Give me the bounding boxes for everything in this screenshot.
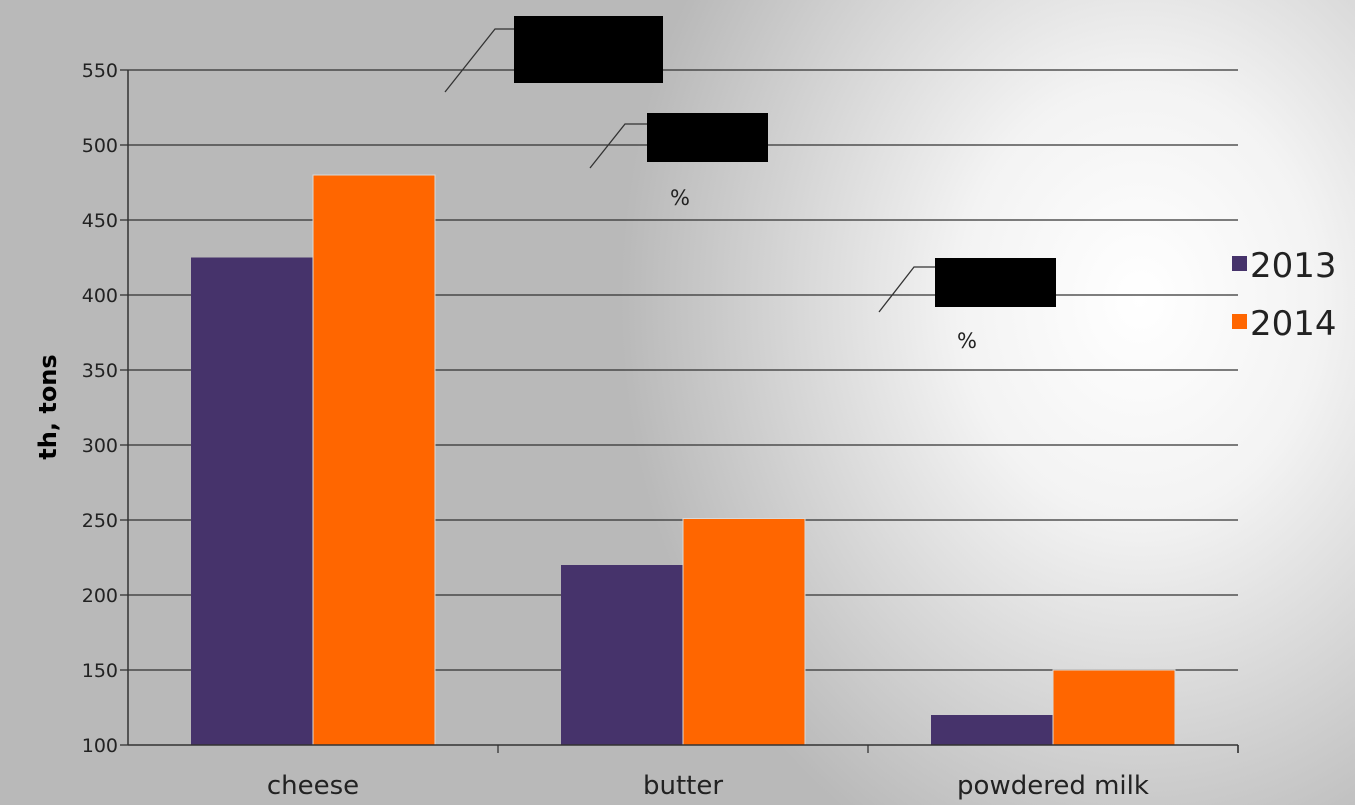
annotation-percent-label: %: [957, 329, 977, 353]
y-tick-label: 200: [82, 585, 118, 607]
legend-swatch-2013: [1232, 256, 1247, 271]
annotation-leader-line: [444, 28, 514, 93]
legend-label-2013: 2013: [1250, 246, 1337, 286]
annotation-leader-line: [589, 123, 647, 169]
annotation-redacted-box: [935, 258, 1056, 307]
annotation-redacted-box: [514, 16, 663, 83]
legend-label-2014: 2014: [1250, 304, 1337, 344]
x-category-label: butter: [643, 771, 723, 801]
bar-cheese-2014: [312, 174, 436, 746]
y-tick-label: 500: [82, 135, 118, 157]
y-tick-labels: 100 150 200 250 300 350 400 450 500 550: [82, 60, 118, 757]
bar-butter-2014: [682, 518, 806, 746]
y-tick-label: 350: [82, 360, 118, 382]
y-tick-label: 300: [82, 435, 118, 457]
x-category-labels: cheese butter powdered milk: [267, 771, 1149, 801]
annotation-leader-line: [878, 266, 935, 313]
bars: [191, 174, 1176, 746]
bar-cheese-2013: [191, 257, 313, 745]
y-tick-label: 450: [82, 210, 118, 232]
axes: [127, 70, 1239, 753]
legend: 2013 2014: [1232, 246, 1337, 344]
x-category-label: cheese: [267, 771, 359, 801]
y-tick-label: 100: [82, 735, 118, 757]
bar-butter-2013: [561, 565, 683, 745]
y-tick-label: 550: [82, 60, 118, 82]
y-tick-label: 150: [82, 660, 118, 682]
annotation-percent-label: %: [670, 186, 690, 210]
bar-powdered-milk-2014: [1052, 669, 1176, 746]
y-tick-label: 400: [82, 285, 118, 307]
x-category-label: powdered milk: [957, 771, 1149, 801]
legend-swatch-2014: [1232, 314, 1247, 329]
annotation-redacted-box: [647, 113, 768, 162]
y-axis-label: th, tons: [34, 354, 62, 459]
bar-powdered-milk-2013: [931, 715, 1053, 745]
annotations: %%: [444, 16, 1056, 353]
y-tick-label: 250: [82, 510, 118, 532]
